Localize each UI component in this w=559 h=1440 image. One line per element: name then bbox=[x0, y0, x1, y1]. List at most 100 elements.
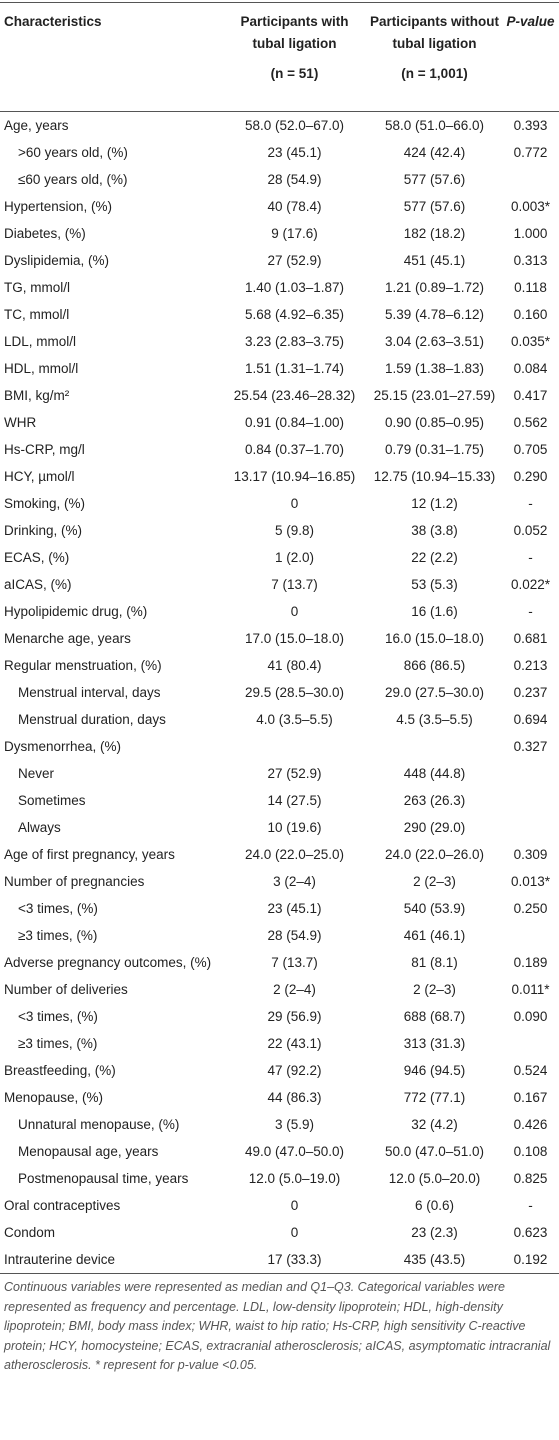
cell: ≥3 times, (%) bbox=[18, 927, 98, 943]
cell: Number of deliveries bbox=[4, 981, 128, 997]
cell: 16 (1.6) bbox=[411, 603, 458, 619]
cell: Hypertension, (%) bbox=[4, 198, 113, 214]
cell: WHR bbox=[4, 414, 37, 430]
row: Age, years 58.0 (52.0–67.0) 58.0 (51.0–66.… bbox=[0, 112, 559, 140]
cell: 263 (26.3) bbox=[403, 792, 466, 808]
sub-row: >60 years old, (%) 23 (45.1) 424 (42.4) 0.7… bbox=[0, 139, 559, 166]
cell: 3 (5.9) bbox=[274, 1116, 315, 1132]
cell: Number of pregnancies bbox=[4, 873, 145, 889]
characteristics-table: Characteristics Participants with tubal l… bbox=[0, 2, 559, 1274]
row: Intrauterine device 17 (33.3) 435 (43.5) 0.… bbox=[0, 1246, 559, 1274]
row: Diabetes, (%) 9 (17.6) 182 (18.2) 1.000 bbox=[0, 220, 559, 247]
cell: Unnatural menopause, (%) bbox=[18, 1116, 180, 1132]
cell: Hypolipidemic drug, (%) bbox=[4, 603, 148, 619]
cell: Drinking, (%) bbox=[4, 522, 83, 538]
row: Breastfeeding, (%) 47 (92.2) 946 (94.5) 0.5… bbox=[0, 1057, 559, 1084]
row: Menopause, (%) 44 (86.3) 772 (77.1) 0.167 bbox=[0, 1084, 559, 1111]
cell: 0.084 bbox=[513, 360, 548, 376]
row: LDL, mmol/l 3.23 (2.83–3.75) 3.04 (2.63–3.… bbox=[0, 328, 559, 355]
sub-row: ≤60 years old, (%) 28 (54.9) 577 (57.6) bbox=[0, 166, 559, 193]
cell: 17.0 (15.0–18.0) bbox=[244, 630, 345, 646]
cell: 9 (17.6) bbox=[271, 225, 318, 241]
cell: 29 (56.9) bbox=[267, 1008, 322, 1024]
cell: 0.79 (0.31–1.75) bbox=[384, 441, 485, 457]
cell: 1.40 (1.03–1.87) bbox=[244, 279, 345, 295]
cell: 10 (19.6) bbox=[267, 819, 322, 835]
cell: 29.5 (28.5–30.0) bbox=[244, 684, 345, 700]
cell: 0.022* bbox=[510, 576, 551, 592]
cell: 27 (52.9) bbox=[267, 765, 322, 781]
sub-row: Never 27 (52.9) 448 (44.8) bbox=[0, 760, 559, 787]
footnote: Continuous variables were represented as… bbox=[4, 1280, 551, 1372]
cell: 29.0 (27.5–30.0) bbox=[384, 684, 485, 700]
cell: HCY, µmol/l bbox=[4, 468, 75, 484]
cell: 12.0 (5.0–19.0) bbox=[248, 1170, 341, 1186]
cell: Hs-CRP, mg/l bbox=[4, 441, 85, 457]
row: TC, mmol/l 5.68 (4.92–6.35) 5.39 (4.78–6.1… bbox=[0, 301, 559, 328]
row: HCY, µmol/l 13.17 (10.94–16.85) 12.75 (10.… bbox=[0, 463, 559, 490]
row: Hypertension, (%) 40 (78.4) 577 (57.6) 0.00… bbox=[0, 193, 559, 220]
cell: 577 (57.6) bbox=[403, 198, 466, 214]
cell: 0.623 bbox=[513, 1224, 548, 1240]
row: Hypolipidemic drug, (%) 0 16 (1.6) - bbox=[0, 598, 559, 625]
cell: Menstrual interval, days bbox=[18, 684, 161, 700]
cell: 23 (45.1) bbox=[267, 144, 322, 160]
row: Dysmenorrhea, (%) 0.327 bbox=[0, 733, 559, 760]
cell bbox=[367, 733, 502, 760]
cell: 448 (44.8) bbox=[403, 765, 466, 781]
cell: LDL, mmol/l bbox=[4, 333, 77, 349]
cell: 2 (2–3) bbox=[413, 873, 456, 889]
cell: 0.90 (0.85–0.95) bbox=[384, 414, 485, 430]
cell: 7 (13.7) bbox=[271, 954, 318, 970]
cell: 0.84 (0.37–1.70) bbox=[244, 441, 345, 457]
sub-row: <3 times, (%) 29 (56.9) 688 (68.7) 0.090 bbox=[0, 1003, 559, 1030]
cell: 313 (31.3) bbox=[403, 1035, 466, 1051]
cell: 0.681 bbox=[513, 630, 548, 646]
cell: 12.0 (5.0–20.0) bbox=[388, 1170, 481, 1186]
cell: 772 (77.1) bbox=[403, 1089, 466, 1105]
cell: 2 (2–3) bbox=[413, 981, 456, 997]
cell: 0.825 bbox=[513, 1170, 548, 1186]
cell: 0.290 bbox=[513, 468, 548, 484]
cell: ≤60 years old, (%) bbox=[18, 171, 128, 187]
table-body: Age, years 58.0 (52.0–67.0) 58.0 (51.0–66.… bbox=[0, 112, 559, 1274]
cell: 12.75 (10.94–15.33) bbox=[373, 468, 496, 484]
cell: 24.0 (22.0–25.0) bbox=[244, 846, 345, 862]
cell: 5 (9.8) bbox=[274, 522, 315, 538]
cell: 866 (86.5) bbox=[403, 657, 466, 673]
cell: 0.313 bbox=[513, 252, 548, 268]
cell: 0 bbox=[290, 1197, 299, 1213]
cell: 946 (94.5) bbox=[403, 1062, 466, 1078]
row: HDL, mmol/l 1.51 (1.31–1.74) 1.59 (1.38–1.… bbox=[0, 355, 559, 382]
cell: 25.54 (23.46–28.32) bbox=[233, 387, 356, 403]
cell: 3.23 (2.83–3.75) bbox=[244, 333, 345, 349]
cell: 1.21 (0.89–1.72) bbox=[384, 279, 485, 295]
cell: 0.393 bbox=[513, 117, 548, 133]
cell: <3 times, (%) bbox=[18, 900, 98, 916]
cell: 0.118 bbox=[514, 279, 547, 295]
sub-row: Menopausal age, years 49.0 (47.0–50.0) 50.… bbox=[0, 1138, 559, 1165]
row: aICAS, (%) 7 (13.7) 53 (5.3) 0.022* bbox=[0, 571, 559, 598]
cell: 0.524 bbox=[513, 1062, 548, 1078]
cell: Menopause, (%) bbox=[4, 1089, 104, 1105]
cell: 44 (86.3) bbox=[267, 1089, 322, 1105]
cell: 1.59 (1.38–1.83) bbox=[384, 360, 485, 376]
cell: 4.0 (3.5–5.5) bbox=[256, 711, 333, 727]
sub-row: ≥3 times, (%) 28 (54.9) 461 (46.1) bbox=[0, 922, 559, 949]
cell: HDL, mmol/l bbox=[4, 360, 79, 376]
cell: 0.167 bbox=[513, 1089, 548, 1105]
cell: Age, years bbox=[4, 117, 69, 133]
cell bbox=[502, 814, 559, 841]
cell: 435 (43.5) bbox=[403, 1251, 466, 1267]
row: WHR 0.91 (0.84–1.00) 0.90 (0.85–0.95) 0.562 bbox=[0, 409, 559, 436]
cell: 540 (53.9) bbox=[403, 900, 466, 916]
row: Number of pregnancies 3 (2–4) 2 (2–3) 0.013… bbox=[0, 868, 559, 895]
row: Regular menstruation, (%) 41 (80.4) 866 (8… bbox=[0, 652, 559, 679]
cell: 0 bbox=[290, 603, 299, 619]
cell: TC, mmol/l bbox=[4, 306, 70, 322]
cell: 0.192 bbox=[513, 1251, 548, 1267]
cell: 5.68 (4.92–6.35) bbox=[244, 306, 345, 322]
table-header: Characteristics Participants with tubal l… bbox=[0, 2, 559, 112]
sub-row: Always 10 (19.6) 290 (29.0) bbox=[0, 814, 559, 841]
cell: Smoking, (%) bbox=[4, 495, 86, 511]
